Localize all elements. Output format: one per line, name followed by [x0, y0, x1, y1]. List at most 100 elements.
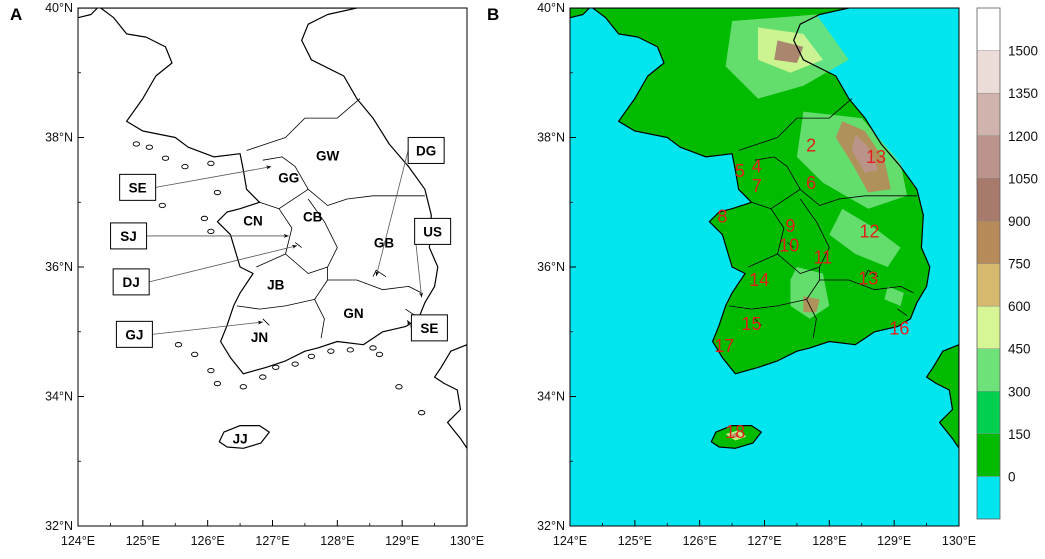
- colorbar-level-label: 1050: [1008, 171, 1038, 186]
- callout-label: US: [423, 224, 442, 239]
- mainland-coastline-b: [592, 8, 931, 375]
- panel-a-letter: A: [10, 5, 22, 24]
- colorbar-swatch: [976, 476, 1001, 520]
- site-number: 13: [858, 269, 878, 289]
- small-island: [181, 163, 189, 170]
- y-tick-label: 34°N: [45, 390, 73, 404]
- province-border: [314, 299, 325, 339]
- y-tick-label: 38°N: [537, 131, 565, 145]
- panel-b-letter: B: [487, 5, 499, 24]
- colorbar-level-label: 1200: [1008, 129, 1038, 144]
- province-border: [864, 269, 879, 278]
- small-island: [272, 364, 280, 371]
- province-border: [754, 318, 762, 326]
- province-border: [236, 267, 328, 310]
- callout-leader: [152, 321, 263, 335]
- region-label: GG: [278, 171, 299, 186]
- colorbar-level-label: 600: [1008, 299, 1031, 314]
- region-label: GB: [374, 235, 395, 250]
- callout-arrowhead: [407, 320, 412, 326]
- province-border: [256, 208, 293, 268]
- japan-coastline-b: [926, 344, 959, 449]
- site-number: 9: [785, 216, 795, 236]
- colorbar-swatch: [976, 178, 1001, 222]
- province-border: [372, 269, 387, 278]
- colorbar-swatch: [976, 391, 1001, 435]
- region-label: JB: [267, 277, 285, 292]
- mainland-coastline: [100, 8, 439, 375]
- mainland-terrain: [592, 8, 930, 374]
- province-border: [738, 98, 853, 151]
- site-number: 10: [779, 236, 799, 256]
- site-number: 16: [889, 319, 909, 339]
- small-island: [213, 189, 222, 196]
- china-coastline: [78, 8, 98, 19]
- small-island: [307, 353, 316, 360]
- callout-leader: [149, 245, 298, 283]
- callout-box: [115, 320, 153, 348]
- callout-box: [414, 217, 452, 245]
- region-label: CB: [303, 209, 323, 224]
- small-island: [132, 141, 141, 147]
- site-number: 18: [725, 422, 745, 442]
- x-tick-label: 130°E: [942, 534, 976, 548]
- callout-label: DG: [416, 143, 436, 158]
- x-tick-label: 127°E: [747, 534, 781, 548]
- small-island: [200, 215, 209, 222]
- colorbar-level-label: 0: [1008, 469, 1016, 484]
- y-tick-label: 40°N: [45, 1, 73, 15]
- callout-arrowhead: [291, 244, 298, 249]
- y-tick-label: 40°N: [537, 1, 565, 15]
- callout-label: DJ: [123, 275, 140, 290]
- province-border: [777, 198, 830, 274]
- small-island: [145, 144, 153, 150]
- island-group: [132, 141, 426, 416]
- small-island: [369, 345, 377, 351]
- province-border: [806, 299, 817, 339]
- colorbar-swatch: [976, 92, 1001, 136]
- small-island: [417, 410, 426, 416]
- province-border: [728, 267, 820, 310]
- x-tick-label: 128°E: [812, 534, 846, 548]
- region-labels: GW GG CN CB GB JB GN JN JJ: [233, 149, 395, 447]
- panel-a-outlines: [78, 8, 467, 449]
- site-number: 17: [714, 336, 734, 356]
- callout-arrowhead: [375, 270, 380, 277]
- small-island: [375, 351, 384, 358]
- elevation-colorbar: 0 150 300 450 600 750 900 1050 1200 1350 1500: [976, 7, 1038, 520]
- elevation-patch: [852, 134, 878, 174]
- callout-box: [119, 173, 157, 201]
- panel-b-y-ticks: 32°N 34°N 36°N 38°N 40°N: [537, 1, 576, 533]
- panel-a-y-ticks: 32°N 34°N 36°N 38°N 40°N: [45, 1, 84, 533]
- callout-label: SE: [129, 180, 147, 195]
- x-tick-label: 125°E: [618, 534, 652, 548]
- elevation-patch: [884, 286, 904, 306]
- site-number: 13: [866, 147, 886, 167]
- jeju-coastline-b: [710, 425, 762, 449]
- x-tick-label: 124°E: [553, 534, 587, 548]
- x-tick-label: 126°E: [683, 534, 717, 548]
- y-tick-label: 32°N: [537, 519, 565, 533]
- japan-coastline: [434, 344, 467, 449]
- colorbar-frame: [976, 7, 1001, 520]
- small-island: [191, 351, 199, 358]
- panel-a-map-area: [78, 8, 467, 526]
- province-border: [819, 279, 914, 294]
- province-border: [285, 198, 338, 274]
- japan-terrain: [926, 344, 959, 449]
- province-border: [786, 242, 794, 248]
- site-number: 12: [860, 221, 880, 241]
- small-island: [346, 347, 354, 353]
- callout-box: [407, 136, 445, 164]
- small-island: [174, 342, 183, 348]
- small-island: [158, 202, 166, 209]
- x-tick-label: 129°E: [877, 534, 911, 548]
- colorbar-swatch: [976, 220, 1001, 264]
- colorbar-swatch: [976, 50, 1001, 94]
- small-island: [213, 380, 222, 387]
- site-labels: 2 13 5 47 6 8 9 12 10 11 14 13 15 16 17 18: [714, 135, 909, 442]
- x-tick-label: 126°E: [191, 534, 225, 548]
- jeju-coastline: [218, 425, 270, 449]
- province-borders-b: [728, 98, 917, 339]
